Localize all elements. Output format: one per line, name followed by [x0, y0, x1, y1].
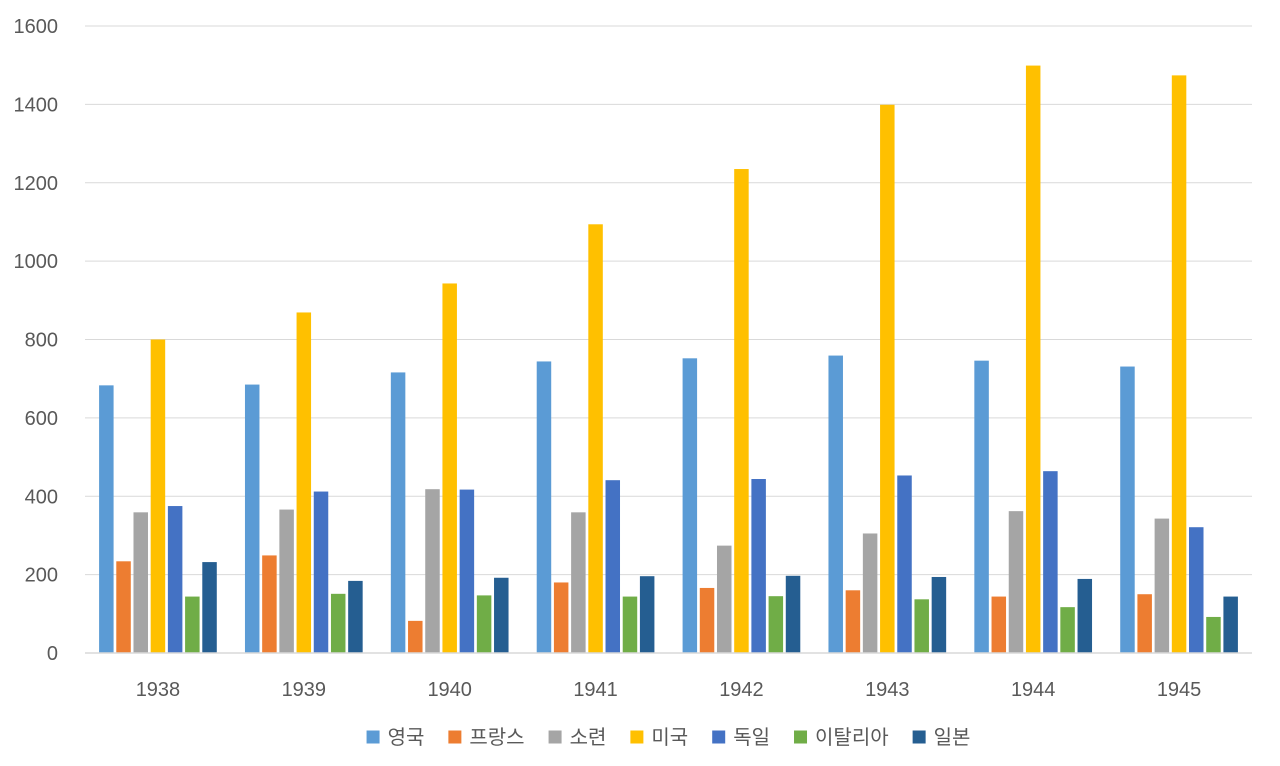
- bar: [785, 575, 801, 653]
- x-tick-label: 1938: [136, 679, 181, 701]
- x-tick-label: 1941: [573, 679, 618, 701]
- bar: [1120, 366, 1135, 653]
- bar: [99, 385, 114, 653]
- y-tick-label: 1600: [14, 16, 59, 38]
- bar: [1043, 471, 1058, 653]
- x-tick-label: 1945: [1157, 679, 1202, 701]
- bar: [202, 562, 217, 653]
- legend-label: 독일: [733, 725, 770, 749]
- x-tick-label: 1940: [427, 679, 472, 701]
- bars: [99, 65, 1238, 654]
- legend-label: 미국: [651, 725, 688, 749]
- bar: [880, 104, 895, 654]
- bar: [408, 620, 423, 653]
- legend-label: 프랑스: [469, 725, 524, 749]
- bar: [390, 372, 406, 653]
- bar: [845, 590, 861, 653]
- bar: [425, 489, 440, 653]
- bar: [622, 596, 638, 653]
- bar: [167, 506, 183, 653]
- y-tick-label: 600: [25, 408, 58, 430]
- bar: [330, 593, 346, 653]
- bar: [262, 555, 277, 653]
- bar: [862, 533, 878, 653]
- bar: [605, 480, 621, 653]
- legend-swatch: [794, 730, 808, 744]
- y-tick-label: 1000: [14, 251, 59, 273]
- y-tick-label: 1400: [14, 94, 59, 116]
- legend-swatch: [448, 730, 462, 744]
- bar: [1008, 511, 1024, 653]
- x-tick-label: 1943: [865, 679, 910, 701]
- x-tick-label: 1944: [1011, 679, 1056, 701]
- bar: [571, 512, 586, 653]
- x-tick-label: 1942: [719, 679, 764, 701]
- bar: [133, 512, 148, 653]
- legend-label: 소련: [570, 725, 607, 749]
- bar: [639, 576, 655, 653]
- bar: [313, 491, 329, 653]
- bar: [914, 599, 929, 653]
- bar: [279, 509, 294, 653]
- bar: [494, 577, 509, 653]
- bar: [1137, 594, 1152, 653]
- bar: [1025, 65, 1041, 654]
- bar: [536, 361, 552, 653]
- bar: [1206, 616, 1221, 653]
- bar: [553, 582, 569, 653]
- legend-swatch: [548, 730, 562, 744]
- bar: [1223, 596, 1238, 653]
- axes: 0 200 400 600 800 1000 1200 1400 1600 1938 1939 194…: [14, 16, 1252, 701]
- legend: 영국 프랑스 소련 미국 독일 이탈리아 일본: [366, 725, 971, 749]
- bar: [931, 576, 947, 653]
- bar: [768, 596, 784, 653]
- y-tick-label: 200: [25, 565, 58, 587]
- bar: [150, 339, 166, 653]
- bar: [185, 596, 200, 653]
- legend-label: 영국: [388, 725, 425, 749]
- y-tick-label: 0: [47, 643, 58, 665]
- bar: [974, 360, 989, 653]
- bar: [716, 545, 732, 653]
- legend-swatch: [912, 730, 926, 744]
- x-tick-label: 1939: [282, 679, 327, 701]
- bar: [348, 580, 363, 653]
- bar: [459, 489, 475, 653]
- bar: [897, 475, 912, 653]
- bar: [734, 169, 749, 654]
- legend-swatch: [712, 730, 726, 744]
- bar: [1171, 75, 1187, 654]
- bar: [699, 587, 715, 653]
- bar: [751, 479, 766, 653]
- bar: [1154, 518, 1170, 653]
- bar: [116, 561, 131, 653]
- bar: [244, 384, 260, 653]
- bar: [476, 595, 492, 653]
- y-tick-label: 1200: [14, 173, 59, 195]
- bar: [1189, 527, 1204, 653]
- y-tick-label: 800: [25, 330, 58, 352]
- bar: [442, 283, 457, 653]
- legend-swatch: [366, 730, 380, 744]
- bar: [828, 355, 843, 653]
- bar: [991, 596, 1007, 653]
- bar: [296, 312, 312, 653]
- gridlines: [85, 25, 1252, 576]
- bar: [682, 358, 698, 653]
- legend-swatch: [630, 730, 644, 744]
- bar: [1077, 578, 1093, 653]
- bar: [1060, 607, 1075, 653]
- legend-label: 이탈리아: [815, 725, 889, 749]
- bar: [588, 224, 603, 653]
- y-tick-label: 400: [25, 486, 58, 508]
- legend-label: 일본: [934, 725, 971, 749]
